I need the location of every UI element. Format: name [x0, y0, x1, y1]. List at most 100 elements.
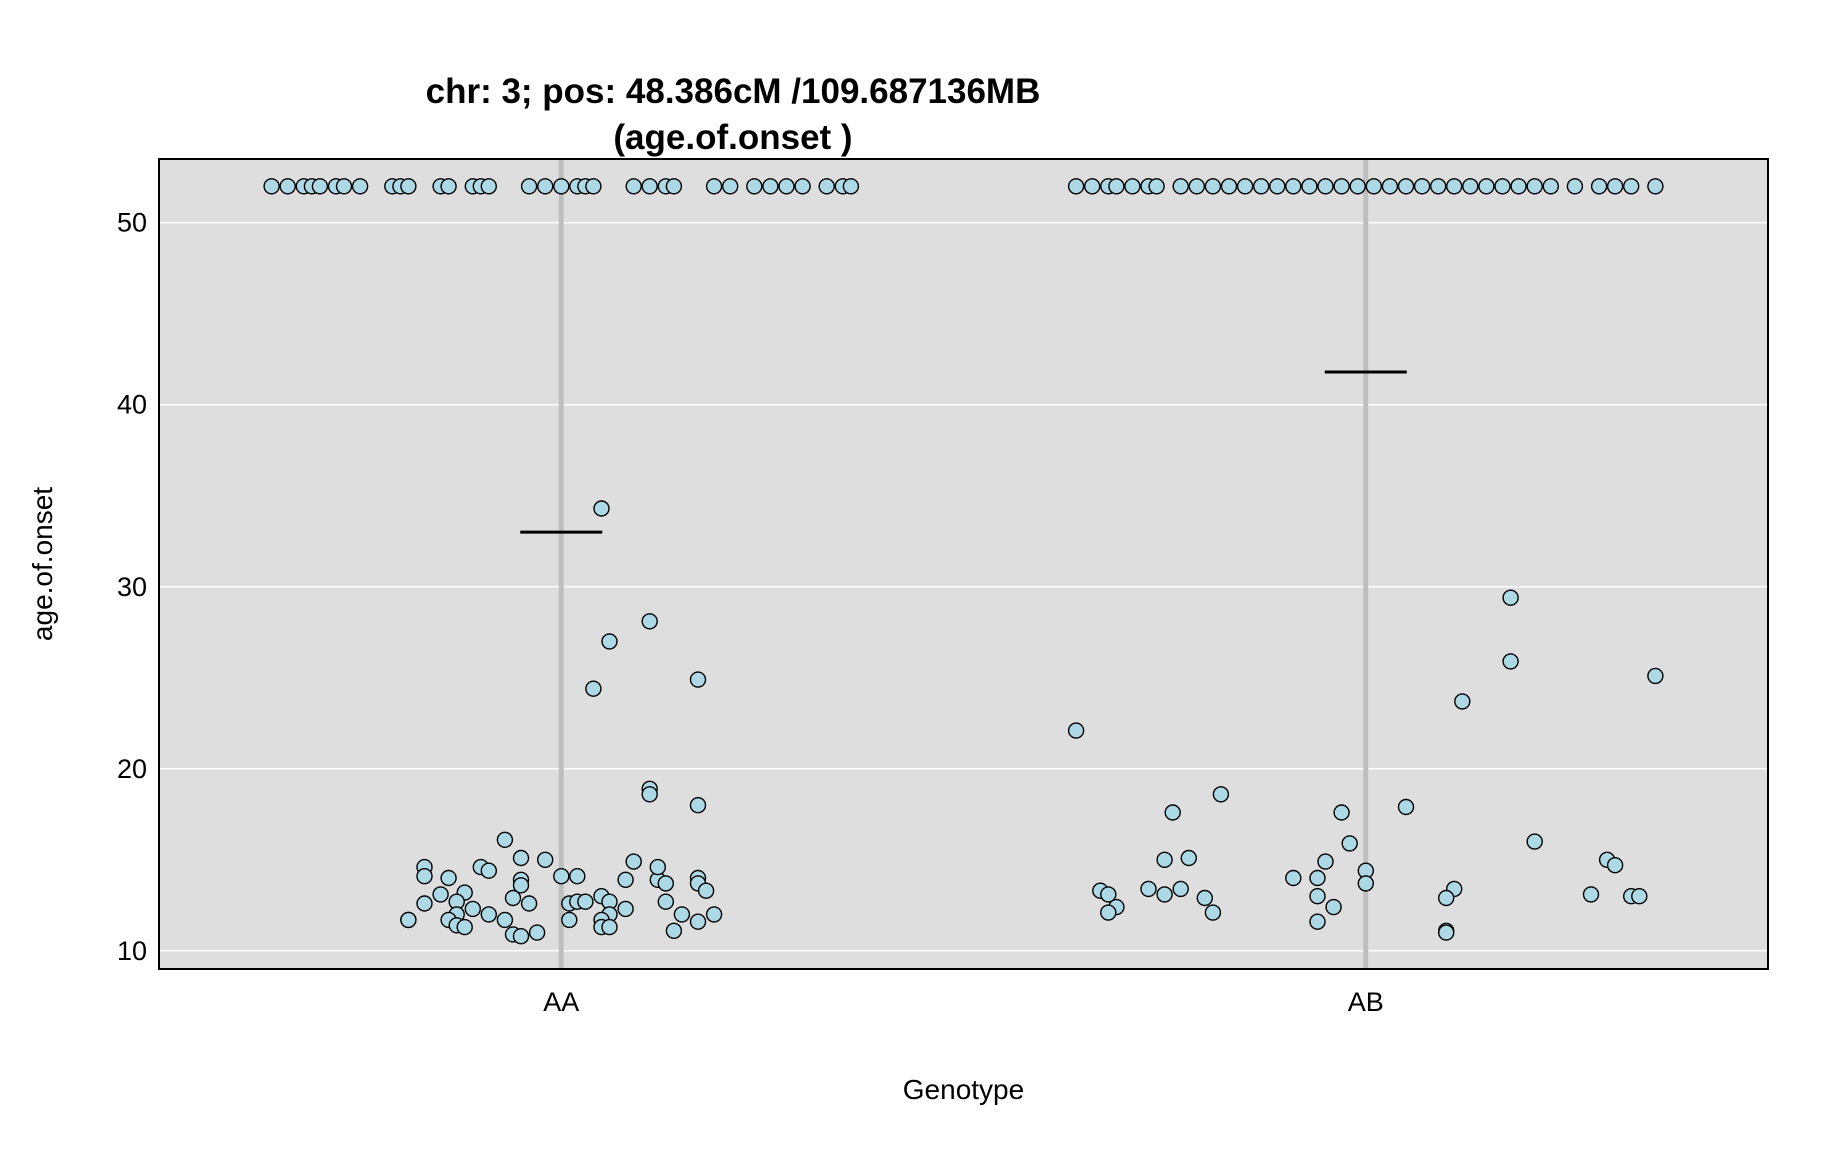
y-tick-label: 20	[117, 754, 147, 784]
data-point	[657, 893, 674, 910]
data-point	[601, 633, 618, 650]
y-axis-label: age.of.onset	[27, 487, 58, 641]
data-point	[1269, 178, 1286, 195]
data-point	[1349, 178, 1366, 195]
category-lines	[558, 159, 1369, 969]
data-point	[496, 831, 514, 848]
data-point	[1285, 869, 1302, 887]
data-point	[528, 924, 546, 941]
data-point	[1100, 886, 1117, 903]
data-point	[697, 882, 715, 899]
data-point	[649, 858, 666, 876]
data-point	[1333, 178, 1350, 195]
y-tick-label: 40	[117, 390, 147, 420]
data-point	[1317, 178, 1334, 195]
data-point	[1526, 833, 1543, 850]
chart-title-line-1: chr: 3; pos: 48.386cM /109.687136MB	[426, 72, 1041, 111]
data-point	[673, 906, 691, 923]
data-point	[657, 875, 674, 892]
data-point	[1397, 178, 1415, 195]
data-point	[1341, 835, 1358, 852]
data-point	[705, 178, 723, 195]
data-point	[641, 613, 658, 630]
data-point	[440, 869, 457, 887]
data-point	[480, 906, 497, 923]
data-point	[746, 178, 763, 195]
data-point	[1180, 849, 1198, 867]
data-point	[665, 922, 683, 939]
data-point	[593, 500, 610, 517]
data-point	[480, 862, 497, 879]
data-point	[279, 178, 296, 195]
x-tick-label: AB	[1348, 987, 1384, 1017]
data-point	[464, 900, 481, 918]
data-point	[520, 178, 538, 195]
data-point	[1445, 178, 1463, 195]
data-point	[553, 178, 570, 195]
data-point	[400, 911, 417, 929]
plot-border	[158, 158, 1769, 970]
data-point	[1172, 880, 1189, 898]
data-point	[689, 797, 707, 814]
data-point	[1156, 851, 1173, 868]
data-point	[585, 680, 602, 697]
data-point	[1429, 178, 1447, 195]
data-point	[512, 849, 530, 867]
data-point	[1631, 888, 1648, 905]
data-point	[1156, 886, 1173, 903]
data-point	[1164, 804, 1181, 821]
data-point	[263, 178, 280, 195]
data-point	[1204, 178, 1222, 195]
data-point	[1381, 178, 1399, 195]
data-point	[1462, 178, 1479, 195]
data-point	[504, 889, 522, 907]
data-point	[456, 918, 473, 936]
data-point	[416, 895, 433, 912]
data-point	[440, 178, 457, 195]
data-point	[1365, 178, 1383, 195]
data-point	[601, 918, 618, 936]
chart-title: chr: 3; pos: 48.386cM /109.687136MB (age…	[426, 72, 1041, 157]
mean-markers	[520, 370, 1407, 534]
data-point	[569, 868, 586, 885]
data-point	[1220, 178, 1238, 195]
data-point	[1108, 178, 1125, 195]
gridlines	[159, 221, 1768, 952]
data-point	[722, 178, 739, 195]
data-point	[1067, 178, 1085, 195]
plot-panel	[159, 159, 1768, 969]
data-point	[1590, 178, 1608, 195]
data-point	[1236, 178, 1254, 195]
data-point	[416, 868, 433, 885]
data-point	[1454, 693, 1471, 710]
data-point	[520, 895, 538, 912]
y-tick-label: 30	[117, 572, 147, 602]
data-point	[1309, 913, 1326, 930]
data-point	[1647, 667, 1664, 685]
data-point	[432, 886, 449, 903]
data-point	[1582, 886, 1600, 903]
data-point	[705, 906, 723, 923]
data-point	[762, 178, 779, 195]
data-point	[1502, 653, 1519, 670]
data-point	[625, 853, 642, 870]
data-point	[1204, 904, 1222, 921]
data-point	[641, 786, 658, 803]
data-point	[1333, 804, 1350, 821]
data-point	[1100, 904, 1117, 921]
data-point	[1566, 178, 1584, 195]
data-point	[335, 178, 353, 195]
data-point	[1437, 889, 1455, 907]
data-point	[1647, 178, 1664, 195]
data-point	[1172, 178, 1189, 195]
data-point	[585, 178, 602, 195]
data-point	[1067, 722, 1085, 739]
data-point	[641, 178, 658, 195]
data-point	[1124, 178, 1141, 195]
data-point	[351, 178, 369, 195]
data-point	[537, 851, 554, 868]
data-point	[1285, 178, 1302, 195]
data-point	[553, 868, 570, 885]
data-point	[1309, 869, 1326, 887]
